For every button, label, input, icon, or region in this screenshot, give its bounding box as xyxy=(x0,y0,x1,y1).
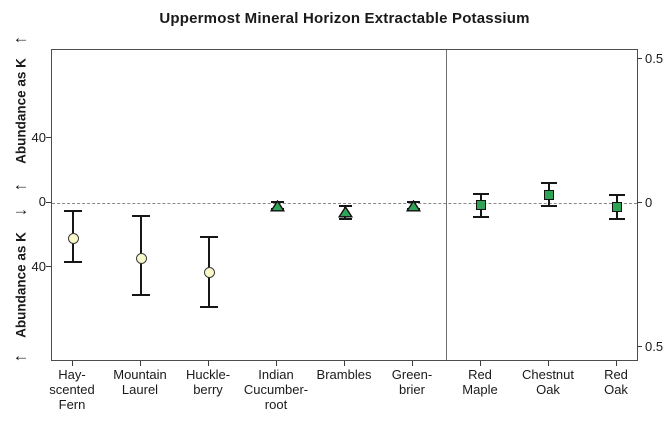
error-bar-cap-bottom xyxy=(609,217,625,220)
error-bar-cap-top xyxy=(132,215,150,218)
error-bar-cap-top xyxy=(541,181,557,184)
y-tick-label-right: 0 xyxy=(645,194,653,210)
category-label: Brambles xyxy=(316,367,372,382)
error-bar-cap-bottom xyxy=(541,204,557,207)
y-axis-left-tick xyxy=(46,137,51,139)
axis-direction-arrow-below-zero-icon: → xyxy=(12,200,30,219)
panel-divider xyxy=(446,50,447,360)
marker-circle-icon xyxy=(67,233,79,245)
x-axis-tick xyxy=(615,361,617,366)
y-tick-label-left: 40 xyxy=(31,258,46,274)
error-bar-cap-bottom xyxy=(200,305,218,308)
category-label: Huckle-berry xyxy=(185,367,231,397)
category-label: Red Oak xyxy=(604,367,628,397)
category-label: Hay-scented Fern xyxy=(49,367,95,412)
zero-line xyxy=(52,203,637,204)
error-bar-cap-bottom xyxy=(132,294,150,297)
x-axis-tick xyxy=(207,361,209,366)
marker-circle-icon xyxy=(135,252,147,264)
category-label: Green-brier xyxy=(391,367,433,397)
x-axis-tick xyxy=(139,361,141,366)
marker-square-icon xyxy=(476,200,486,210)
x-axis-tick xyxy=(479,361,481,366)
y-axis-right-tick xyxy=(637,202,642,204)
y-tick-label-right: 0.5 xyxy=(645,50,664,66)
marker-triangle-icon xyxy=(269,199,285,217)
x-axis-tick xyxy=(71,361,73,366)
error-bar-cap-bottom xyxy=(64,260,82,263)
y-axis-right-tick xyxy=(637,346,642,348)
y-axis-right-tick xyxy=(637,58,642,59)
marker-square-icon xyxy=(544,189,554,200)
y-tick-label-left: 40 xyxy=(31,129,46,145)
marker-circle-icon xyxy=(203,267,215,279)
y-tick-label-right: 0.5 xyxy=(645,338,664,354)
x-axis-tick xyxy=(275,361,277,366)
axis-direction-arrow-above-zero-icon: ← xyxy=(12,175,30,194)
category-label: Chestnut Oak xyxy=(521,367,575,397)
error-bar-cap-bottom xyxy=(338,217,352,220)
error-bar-cap-top xyxy=(609,193,625,196)
plot-inner xyxy=(52,50,637,360)
axis-direction-arrow-top-icon: ← xyxy=(12,28,30,47)
marker-triangle-icon xyxy=(337,205,353,223)
category-label: Red Maple xyxy=(462,367,498,397)
category-label: Indian Cucumber-root xyxy=(243,367,309,412)
y-axis-left-tick xyxy=(46,201,51,203)
y-tick-label-left: 0 xyxy=(38,194,46,210)
x-axis-tick xyxy=(547,361,549,366)
error-bar-cap-top xyxy=(64,210,82,213)
error-bar-cap-top xyxy=(338,204,352,207)
y-axis-label-lower: Abundance as K xyxy=(13,232,29,338)
axis-direction-arrow-bottom-icon: ← xyxy=(12,346,30,365)
chart-title: Uppermost Mineral Horizon Extractable Po… xyxy=(159,10,530,27)
plot-area xyxy=(51,49,638,361)
error-bar-cap-top xyxy=(200,236,218,239)
error-bar-cap-top xyxy=(473,193,489,196)
y-axis-left-tick xyxy=(46,266,51,268)
marker-triangle-icon xyxy=(405,199,421,217)
error-bar-cap-bottom xyxy=(473,216,489,219)
marker-square-icon xyxy=(612,202,622,213)
x-axis-tick xyxy=(411,361,413,366)
x-axis-tick xyxy=(343,361,345,366)
y-axis-label-upper: Abundance as K xyxy=(13,58,29,164)
category-label: Mountain Laurel xyxy=(113,367,167,397)
